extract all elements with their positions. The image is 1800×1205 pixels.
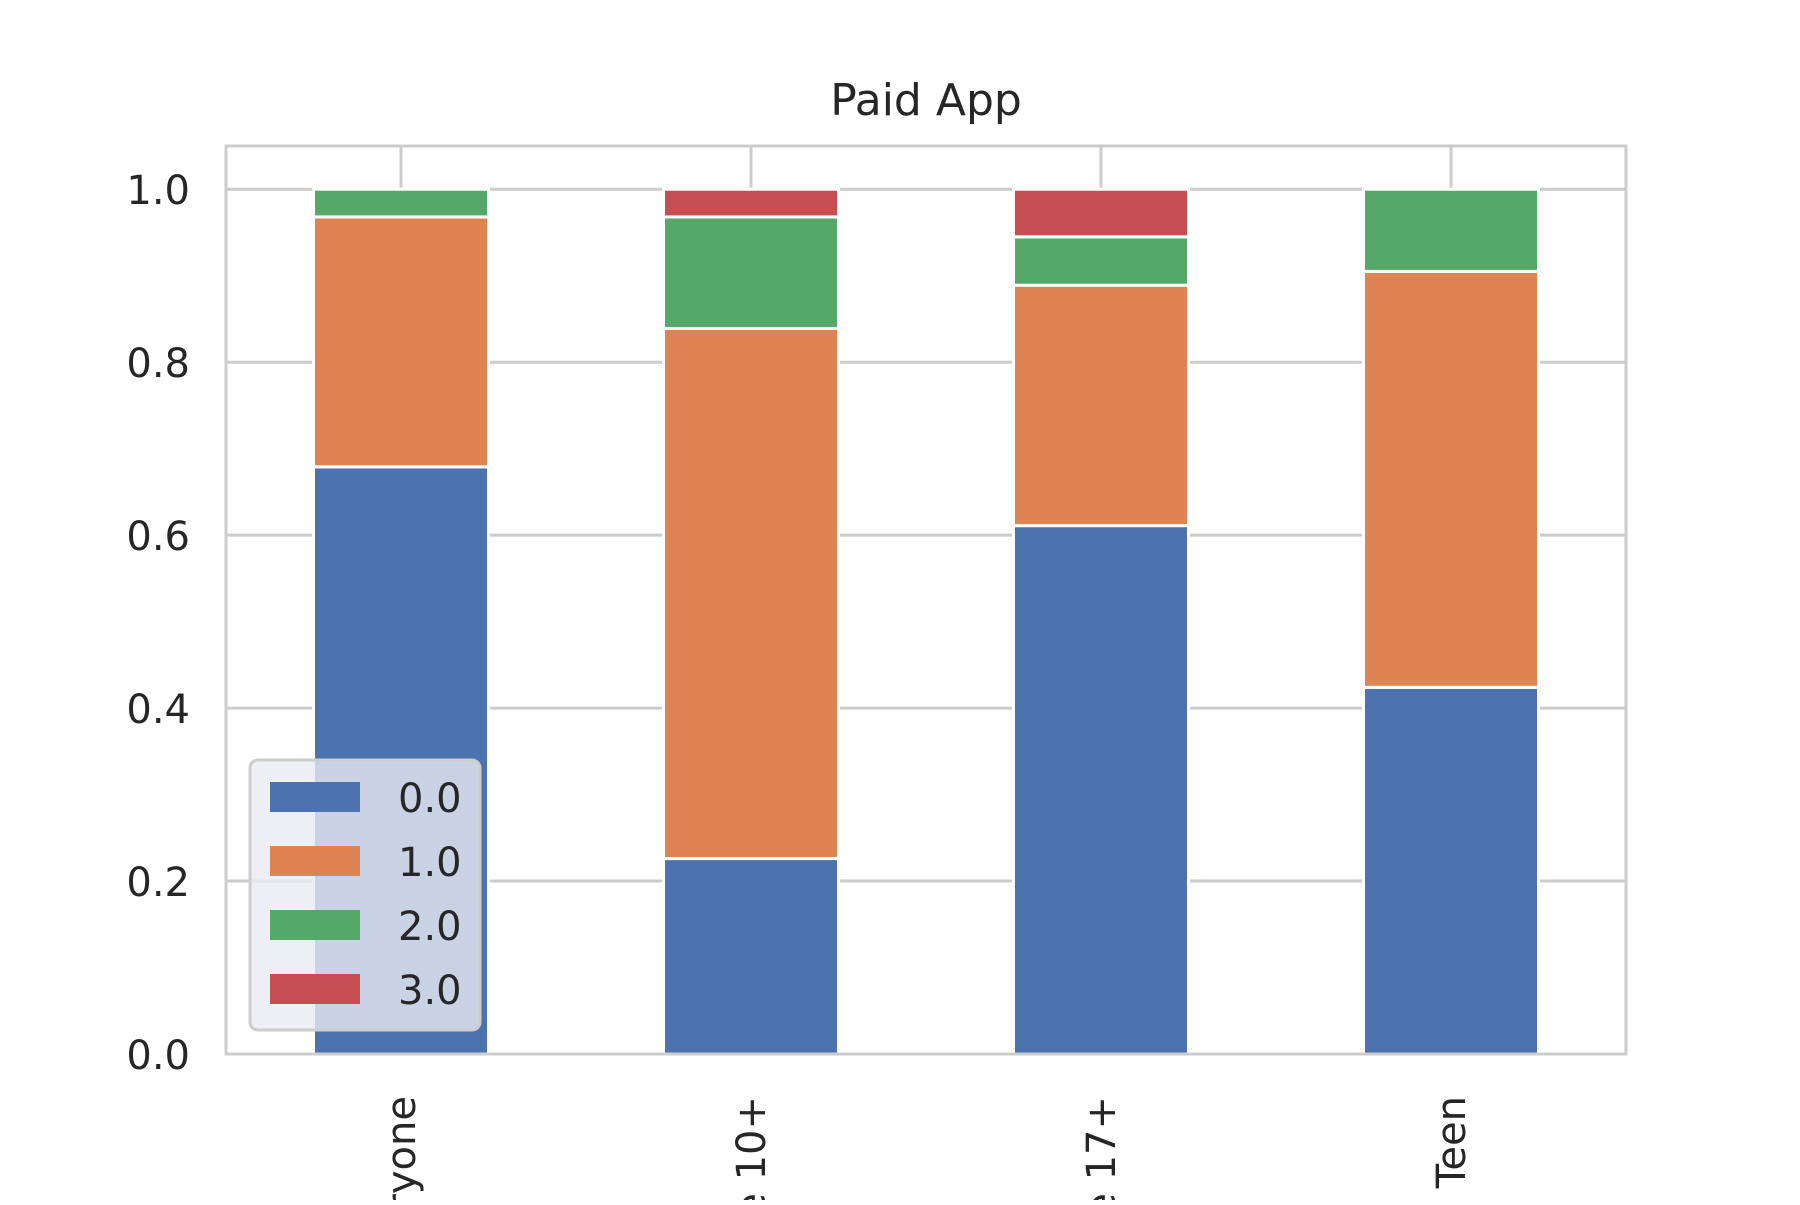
- bar-segment: [662, 857, 840, 1056]
- bar-segment: [1012, 283, 1190, 528]
- legend-swatch: [270, 974, 360, 1004]
- legend: 0.0 1.0 2.0 3.0: [248, 758, 482, 1032]
- y-tick-label: 1.0: [126, 168, 190, 214]
- y-tick-label: 0.6: [126, 514, 190, 560]
- bar-segment: [1362, 187, 1540, 273]
- bar-segment: [312, 187, 490, 219]
- y-tick-label: 0.2: [126, 860, 190, 906]
- bar-segment: [662, 187, 840, 219]
- plot-frame: [224, 144, 1628, 1056]
- legend-box: [248, 758, 482, 1032]
- y-tick-label: 0.0: [126, 1033, 190, 1079]
- bar-segment: [662, 215, 840, 330]
- bar-segment: [312, 215, 490, 469]
- bar-segment: [1012, 187, 1190, 239]
- bar-segment: [662, 326, 840, 861]
- x-tick-label: Teen: [1429, 1096, 1475, 1189]
- y-axis-ticks: 0.0 0.2 0.4 0.6 0.8 1.0: [126, 168, 190, 1079]
- y-tick-label: 0.4: [126, 687, 190, 733]
- legend-label: 2.0: [398, 904, 462, 950]
- bar-segment: [1012, 235, 1190, 287]
- bar-segment: [1362, 685, 1540, 1056]
- legend-label: 1.0: [398, 840, 462, 886]
- legend-label: 3.0: [398, 968, 462, 1014]
- x-tick-label: e 17+: [1079, 1096, 1125, 1200]
- bar-segment: [1012, 524, 1190, 1056]
- y-tick-label: 0.8: [126, 341, 190, 387]
- x-tick-label: ryone: [379, 1096, 425, 1200]
- legend-swatch: [270, 782, 360, 812]
- chart-title: Paid App: [830, 75, 1022, 126]
- bar-segment: [1362, 269, 1540, 689]
- x-axis-ticks: ryone e 10+ e 17+ Teen: [379, 1096, 1475, 1205]
- x-tick-label: e 10+: [729, 1096, 775, 1200]
- legend-swatch: [270, 910, 360, 940]
- legend-swatch: [270, 846, 360, 876]
- legend-label: 0.0: [398, 776, 462, 822]
